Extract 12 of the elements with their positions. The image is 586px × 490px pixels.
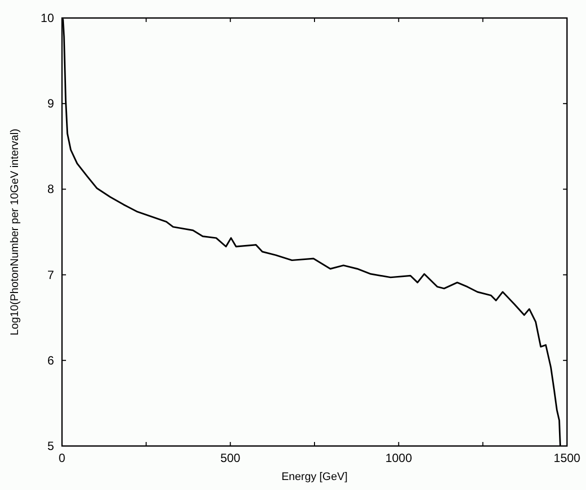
- y-axis-title: Log10(PhotonNumber per 10GeV interval): [9, 128, 21, 336]
- y-tick-label: 7: [47, 268, 54, 282]
- x-tick-label: 1000: [385, 451, 412, 465]
- x-tick-label: 500: [220, 451, 241, 465]
- y-tick-label: 8: [47, 182, 54, 196]
- x-tick-label: 1500: [554, 451, 581, 465]
- x-axis-title: Energy [GeV]: [281, 471, 348, 483]
- y-tick-label: 6: [47, 353, 54, 368]
- y-tick-label: 10: [40, 11, 54, 25]
- y-tick-label: 9: [47, 96, 54, 111]
- x-tick-label: 0: [58, 451, 66, 465]
- y-tick-label: 5: [47, 439, 54, 453]
